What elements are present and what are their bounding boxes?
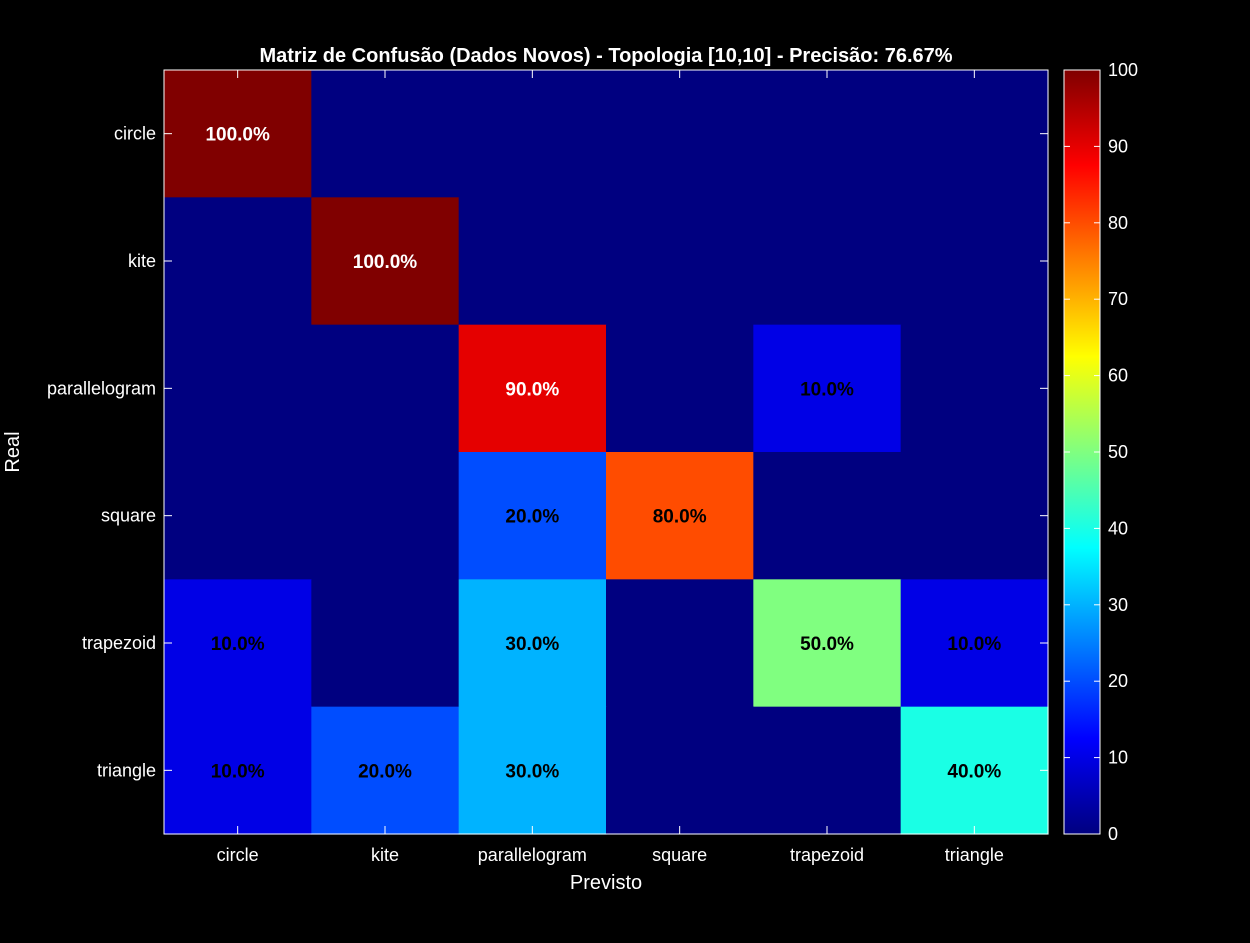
colorbar-tick-label: 30	[1108, 595, 1128, 615]
x-tick-label: parallelogram	[478, 845, 587, 865]
heatmap-cell	[606, 706, 754, 835]
heatmap-cell	[606, 452, 754, 580]
x-axis-label: Previsto	[570, 872, 642, 894]
y-tick-label: triangle	[97, 760, 156, 780]
y-axis-ticks: circle kite parallelogram square trapezoid tr…	[47, 124, 1048, 780]
heatmap-cell	[311, 579, 460, 708]
heatmap-cell	[900, 197, 1049, 326]
cell-value-label: 10.0%	[947, 634, 1001, 655]
heatmap-cell	[900, 579, 1049, 708]
cell-value-labels: 100.0% 100.0% 90.0% 10.0% 20.0% 80.0% 10.0% 30.…	[205, 125, 1001, 783]
heatmap-cell	[900, 324, 1049, 453]
y-tick-label: kite	[128, 251, 156, 271]
heatmap-cell	[753, 197, 902, 326]
heatmap-cell	[753, 70, 902, 198]
cell-value-label: 90.0%	[505, 379, 559, 400]
colorbar-tick-label: 60	[1108, 366, 1128, 386]
heatmap-cell	[606, 579, 754, 708]
cell-value-label: 50.0%	[800, 634, 854, 655]
y-tick-label: circle	[114, 124, 156, 144]
colorbar-tick-label: 100	[1108, 60, 1138, 80]
heatmap-cell	[458, 452, 607, 580]
cell-value-label: 30.0%	[505, 761, 559, 782]
heatmap-cell	[606, 197, 754, 326]
heatmap-cell	[900, 70, 1049, 198]
cell-value-label: 10.0%	[211, 761, 265, 782]
heatmap-cell	[311, 70, 460, 198]
heatmap-cell	[311, 452, 460, 580]
heatmap-cell	[753, 452, 902, 580]
x-tick-label: square	[652, 845, 707, 865]
chart-title: Matriz de Confusão (Dados Novos) - Topol…	[259, 45, 952, 67]
heatmap-cell	[311, 706, 460, 835]
x-tick-label: triangle	[945, 845, 1004, 865]
heatmap-cell	[311, 324, 460, 453]
x-axis-ticks: circle kite parallelogram square trapezoid tr…	[217, 70, 1004, 865]
heatmap-cell	[458, 324, 607, 453]
x-tick-label: kite	[371, 845, 399, 865]
heatmap-cell	[458, 706, 607, 835]
heatmap-cell	[164, 197, 312, 326]
axes-frame	[163, 69, 1049, 835]
cell-value-label: 20.0%	[358, 761, 412, 782]
heatmap-cell	[900, 452, 1049, 580]
y-axis-label: Real	[2, 431, 24, 472]
colorbar-tick-label: 20	[1108, 671, 1128, 691]
colorbar-tick-label: 80	[1108, 213, 1128, 233]
heatmap-cell	[606, 70, 754, 198]
colorbar-tick-label: 10	[1108, 748, 1128, 768]
heatmap-cell	[458, 70, 607, 198]
heatmap-cell	[458, 197, 607, 326]
cell-value-label: 10.0%	[800, 379, 854, 400]
cell-value-label: 100.0%	[205, 125, 270, 146]
heatmap-cell	[164, 452, 312, 580]
colorbar-tick-label: 70	[1108, 289, 1128, 309]
y-tick-label: square	[101, 506, 156, 526]
cell-value-label: 10.0%	[211, 634, 265, 655]
y-tick-label: trapezoid	[82, 633, 156, 653]
heatmap-cell	[164, 706, 312, 835]
colorbar-tick-label: 90	[1108, 136, 1128, 156]
cell-value-label: 100.0%	[353, 252, 418, 273]
heatmap-cells	[164, 70, 1049, 835]
heatmap-cell	[900, 706, 1049, 835]
cell-value-label: 80.0%	[653, 507, 707, 528]
y-tick-label: parallelogram	[47, 378, 156, 398]
cell-value-label: 20.0%	[505, 507, 559, 528]
cell-value-label: 40.0%	[947, 761, 1001, 782]
heatmap-cell	[311, 197, 460, 326]
heatmap-cell	[458, 579, 607, 708]
heatmap-cell	[164, 579, 312, 708]
colorbar-tick-label: 40	[1108, 518, 1128, 538]
heatmap-cell	[164, 324, 312, 453]
colorbar: 0 10 20 30 40 50 60 70 80 90 100	[1063, 60, 1138, 844]
x-tick-label: trapezoid	[790, 845, 864, 865]
heatmap-cell	[606, 324, 754, 453]
heatmap-cell	[753, 706, 902, 835]
x-tick-label: circle	[217, 845, 259, 865]
colorbar-tick-label: 50	[1108, 442, 1128, 462]
cell-value-label: 30.0%	[505, 634, 559, 655]
heatmap-cell	[753, 324, 902, 453]
heatmap-cell	[753, 579, 902, 708]
axes-box	[163, 69, 1049, 835]
heatmap-cell	[164, 70, 312, 198]
colorbar-tick-label: 0	[1108, 824, 1118, 844]
